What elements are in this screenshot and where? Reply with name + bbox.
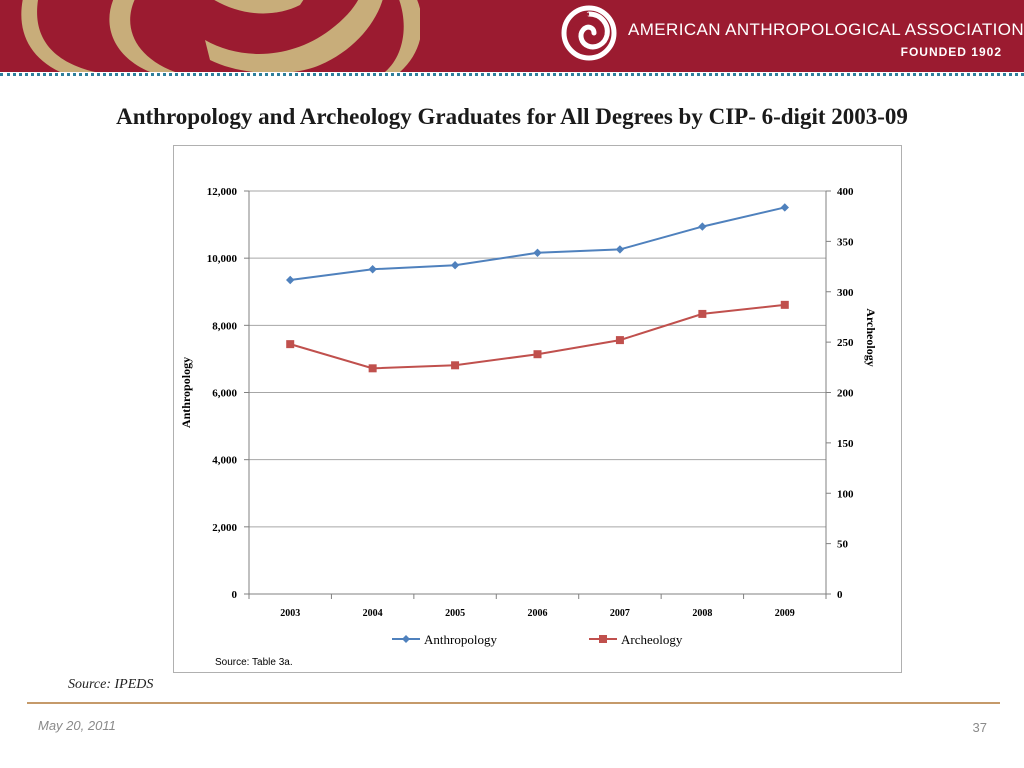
anthropology-point: [615, 245, 625, 254]
chart-container: 0 2,000 4,000 6,000 8,000 10,000 12,000 0 50 100 1…: [173, 145, 902, 673]
archeology-point: [780, 300, 789, 309]
y2-tick-label: 100: [837, 488, 854, 500]
x-tick-label: 2006: [528, 608, 548, 619]
x-tick-label: 2007: [610, 608, 630, 619]
y2-tick-label: 50: [837, 539, 849, 551]
chart-source-note: Source: Table 3a.: [215, 657, 293, 668]
y-axis-title: Anthropology: [179, 357, 193, 428]
header-divider: [0, 73, 1024, 76]
slide-title: Anthropology and Archeology Graduates fo…: [116, 104, 908, 129]
anthropology-point: [286, 275, 295, 285]
anthropology-point: [450, 261, 460, 270]
x-tick-label: 2009: [775, 608, 795, 619]
archeology-point: [368, 364, 377, 373]
header-banner: AMERICAN ANTHROPOLOGICAL ASSOCIATION FOU…: [0, 0, 1024, 72]
archeology-point: [451, 361, 460, 370]
anthropology-point: [780, 203, 789, 212]
y2-tick-label: 150: [837, 438, 854, 450]
anthropology-legend-marker: [402, 635, 410, 643]
archeology-point: [615, 336, 624, 345]
y2-axis-title: Archeology: [864, 308, 878, 366]
y2-tick-label: 0: [837, 589, 843, 601]
x-tick-label: 2005: [445, 608, 465, 619]
anthropology-point: [698, 222, 707, 231]
line-chart: 0 2,000 4,000 6,000 8,000 10,000 12,000 0 50 100 1…: [179, 186, 878, 647]
aaa-logo-icon: [561, 5, 617, 61]
x-tick-label: 2003: [280, 608, 300, 619]
y2-tick-label: 250: [837, 337, 854, 349]
y-tick-label: 8,000: [212, 320, 237, 332]
founded-year: FOUNDED 1902: [900, 45, 1002, 59]
source-citation: Source: IPEDS: [68, 677, 154, 692]
org-name: AMERICAN ANTHROPOLOGICAL ASSOCIATION: [628, 20, 1024, 39]
footer-divider: [27, 702, 1000, 704]
y-tick-label: 6,000: [212, 388, 237, 400]
archeology-point: [286, 340, 295, 349]
y-tick-label: 12,000: [207, 186, 238, 198]
y-tick-label: 0: [232, 589, 238, 601]
page-number: 37: [972, 720, 987, 735]
y-tick-label: 10,000: [207, 253, 238, 265]
anthropology-point: [368, 265, 377, 274]
y2-tick-label: 200: [837, 388, 854, 400]
y2-tick-label: 350: [837, 236, 854, 248]
x-tick-label: 2008: [692, 608, 712, 619]
archeology-legend-marker: [599, 635, 607, 643]
archeology-point: [698, 309, 707, 318]
anthropology-line: [290, 206, 786, 281]
anthropology-legend-label: Anthropology: [424, 632, 497, 647]
archeology-point: [533, 350, 542, 359]
y-tick-label: 2,000: [212, 522, 237, 534]
y2-tick-label: 400: [837, 186, 854, 198]
x-tick-label: 2004: [363, 608, 383, 619]
y2-tick-label: 300: [837, 287, 854, 299]
footer-date: May 20, 2011: [38, 718, 116, 733]
archeology-legend-label: Archeology: [621, 632, 683, 647]
anthropology-point: [533, 248, 542, 257]
decorative-spiral-art: [21, 0, 420, 72]
archeology-line: [289, 303, 785, 370]
y-tick-label: 4,000: [212, 455, 237, 467]
